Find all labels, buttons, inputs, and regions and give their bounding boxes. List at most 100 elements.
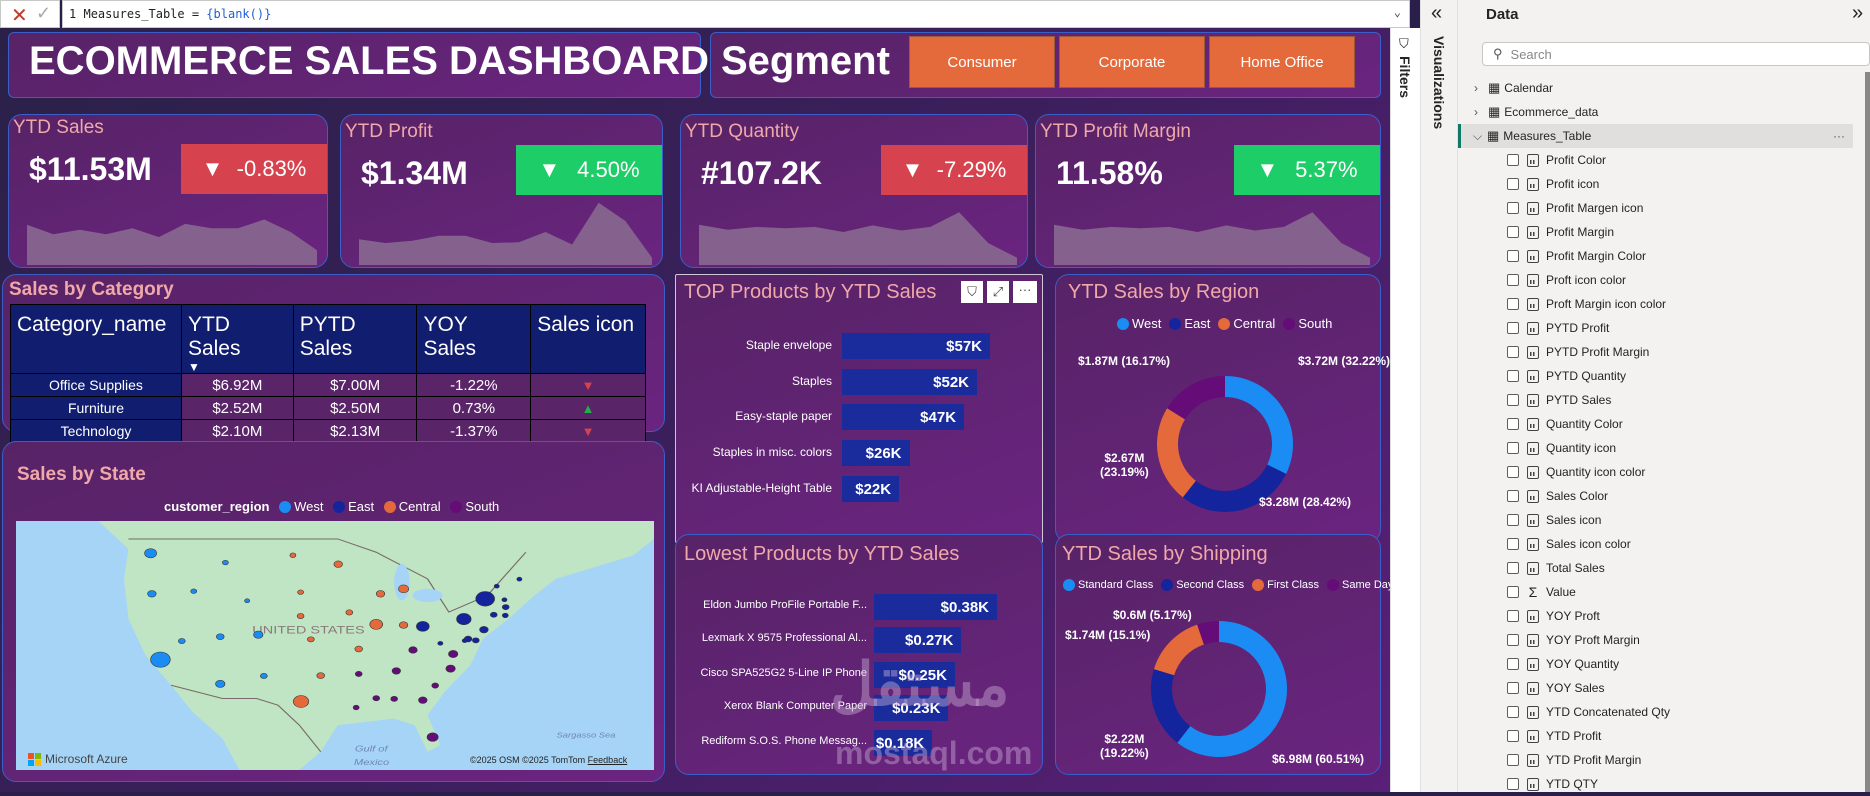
table-row[interactable]: Furniture $2.52M $2.50M 0.73% ▲ (10, 396, 646, 420)
field-checkbox[interactable] (1507, 250, 1519, 262)
field-item[interactable]: Proft icon color (1458, 268, 1853, 292)
field-item[interactable]: Total Sales (1458, 556, 1853, 580)
field-item[interactable]: Quantity Color (1458, 412, 1853, 436)
field-item[interactable]: Quantity icon (1458, 436, 1853, 460)
field-checkbox[interactable] (1507, 658, 1519, 670)
bar[interactable]: $22K (842, 476, 900, 502)
feedback-link[interactable]: Feedback (587, 755, 628, 765)
table-node[interactable]: › ▦ Calendar (1458, 76, 1853, 100)
map-bubble-east[interactable] (516, 576, 523, 582)
field-item[interactable]: YTD Concatenated Qty (1458, 700, 1853, 724)
map-bubble-central[interactable] (293, 695, 310, 708)
expand-left-icon[interactable]: « (1431, 2, 1443, 24)
more-options-icon[interactable]: ··· (1833, 129, 1845, 143)
legend-item[interactable]: Central (398, 499, 441, 514)
map-bubble-central[interactable] (307, 636, 315, 643)
legend-item[interactable]: Second Class (1176, 579, 1245, 591)
map-bubble-west[interactable] (253, 630, 264, 639)
map-bubble-central[interactable] (369, 619, 383, 630)
map-bubble-east[interactable] (501, 597, 508, 603)
field-checkbox[interactable] (1507, 634, 1519, 646)
field-checkbox[interactable] (1507, 394, 1519, 406)
field-checkbox[interactable] (1507, 706, 1519, 718)
chevron-right-icon[interactable]: › (1474, 81, 1478, 95)
field-item[interactable]: Profit Margin (1458, 220, 1853, 244)
field-item[interactable]: YOY Quantity (1458, 652, 1853, 676)
field-checkbox[interactable] (1507, 490, 1519, 502)
legend-item[interactable]: Central (1233, 316, 1276, 331)
map-bubble-west[interactable] (260, 673, 268, 679)
field-checkbox[interactable] (1507, 610, 1519, 622)
bar[interactable]: $0.38K (874, 594, 997, 620)
map-bubble-central[interactable] (375, 590, 386, 598)
bar[interactable]: $0.18K (874, 730, 933, 756)
field-item[interactable]: Sales Color (1458, 484, 1853, 508)
donut-slice-standard-class[interactable] (1177, 621, 1287, 757)
search-input[interactable]: ⚲ Search (1482, 42, 1870, 66)
legend-item[interactable]: First Class (1267, 579, 1320, 591)
field-checkbox[interactable] (1507, 514, 1519, 526)
field-item[interactable]: PYTD Profit (1458, 316, 1853, 340)
map-bubble-west[interactable] (222, 559, 229, 566)
field-item[interactable]: Profit Color (1458, 148, 1853, 172)
table-node[interactable]: ⌵ ▦ Measures_Table ··· (1458, 124, 1853, 148)
map-bubble-south[interactable] (352, 704, 360, 711)
filters-label[interactable]: Filters (1397, 56, 1413, 99)
donut-slice-east[interactable] (1182, 464, 1287, 512)
map-bubble-south[interactable] (431, 682, 439, 689)
field-checkbox[interactable] (1507, 562, 1519, 574)
bar[interactable]: $52K (842, 369, 978, 395)
legend-item[interactable]: East (348, 499, 375, 514)
bar[interactable]: $57K (842, 333, 990, 359)
field-checkbox[interactable] (1507, 586, 1519, 598)
field-checkbox[interactable] (1507, 370, 1519, 382)
field-checkbox[interactable] (1507, 466, 1519, 478)
map-bubble-east[interactable] (475, 591, 495, 607)
close-icon[interactable]: ✕ (11, 5, 28, 27)
donut-slice-first-class[interactable] (1153, 624, 1204, 676)
map-bubble-central[interactable] (289, 552, 297, 558)
legend-item[interactable]: West (294, 499, 324, 514)
table-node[interactable]: › ▦ Ecommerce_data (1458, 100, 1853, 124)
col-header[interactable]: YOY Sales (416, 304, 532, 374)
map-bubble-central[interactable] (316, 672, 325, 679)
map-bubble-south[interactable] (372, 695, 380, 702)
map-bubble-east[interactable] (501, 612, 509, 618)
filters-pane-collapsed[interactable]: ⛉ Filters (1390, 28, 1420, 792)
visualizations-pane-collapsed[interactable]: « Visualizations (1420, 0, 1458, 792)
map-bubble-west[interactable] (190, 588, 198, 594)
check-icon[interactable]: ✓ (36, 3, 52, 23)
segment-corporate-button[interactable]: Corporate (1059, 36, 1205, 88)
donut-slice-west[interactable] (1225, 376, 1293, 474)
donut-slice-central[interactable] (1157, 408, 1196, 498)
field-item[interactable]: Profit Margen icon (1458, 196, 1853, 220)
col-header[interactable]: Sales icon (530, 304, 646, 374)
legend-item[interactable]: South (465, 499, 500, 514)
map-bubble-west[interactable] (216, 633, 225, 640)
legend-item[interactable]: West (1132, 316, 1162, 331)
col-header[interactable]: YTD Sales ▼ (180, 304, 294, 374)
field-item[interactable]: Sales icon (1458, 508, 1853, 532)
collapse-right-icon[interactable]: » (1852, 2, 1864, 24)
col-header[interactable]: Category_name (10, 304, 182, 374)
legend-item[interactable]: East (1184, 316, 1211, 331)
map-bubble-east[interactable] (461, 638, 468, 643)
field-item[interactable]: Proft Margin icon color (1458, 292, 1853, 316)
legend-item[interactable]: Standard Class (1078, 579, 1154, 591)
segment-consumer-button[interactable]: Consumer (909, 36, 1055, 88)
field-item[interactable]: YOY Proft (1458, 604, 1853, 628)
table-row[interactable]: Office Supplies $6.92M $7.00M -1.22% ▼ (10, 373, 646, 397)
map-bubble-west[interactable] (150, 651, 171, 668)
field-checkbox[interactable] (1507, 682, 1519, 694)
visualizations-label[interactable]: Visualizations (1431, 36, 1447, 130)
chevron-right-icon[interactable]: › (1474, 105, 1478, 119)
field-item[interactable]: PYTD Quantity (1458, 364, 1853, 388)
bar[interactable]: $47K (842, 404, 965, 430)
bar[interactable]: $0.27K (874, 627, 962, 653)
map-bubble-central[interactable] (296, 613, 305, 619)
field-checkbox[interactable] (1507, 538, 1519, 550)
field-checkbox[interactable] (1507, 418, 1519, 430)
bar[interactable]: $0.25K (874, 662, 955, 688)
sales-by-state-map[interactable]: UNITED STATES Gulf of Mexico Sargasso Se… (16, 521, 654, 770)
field-checkbox[interactable] (1507, 202, 1519, 214)
